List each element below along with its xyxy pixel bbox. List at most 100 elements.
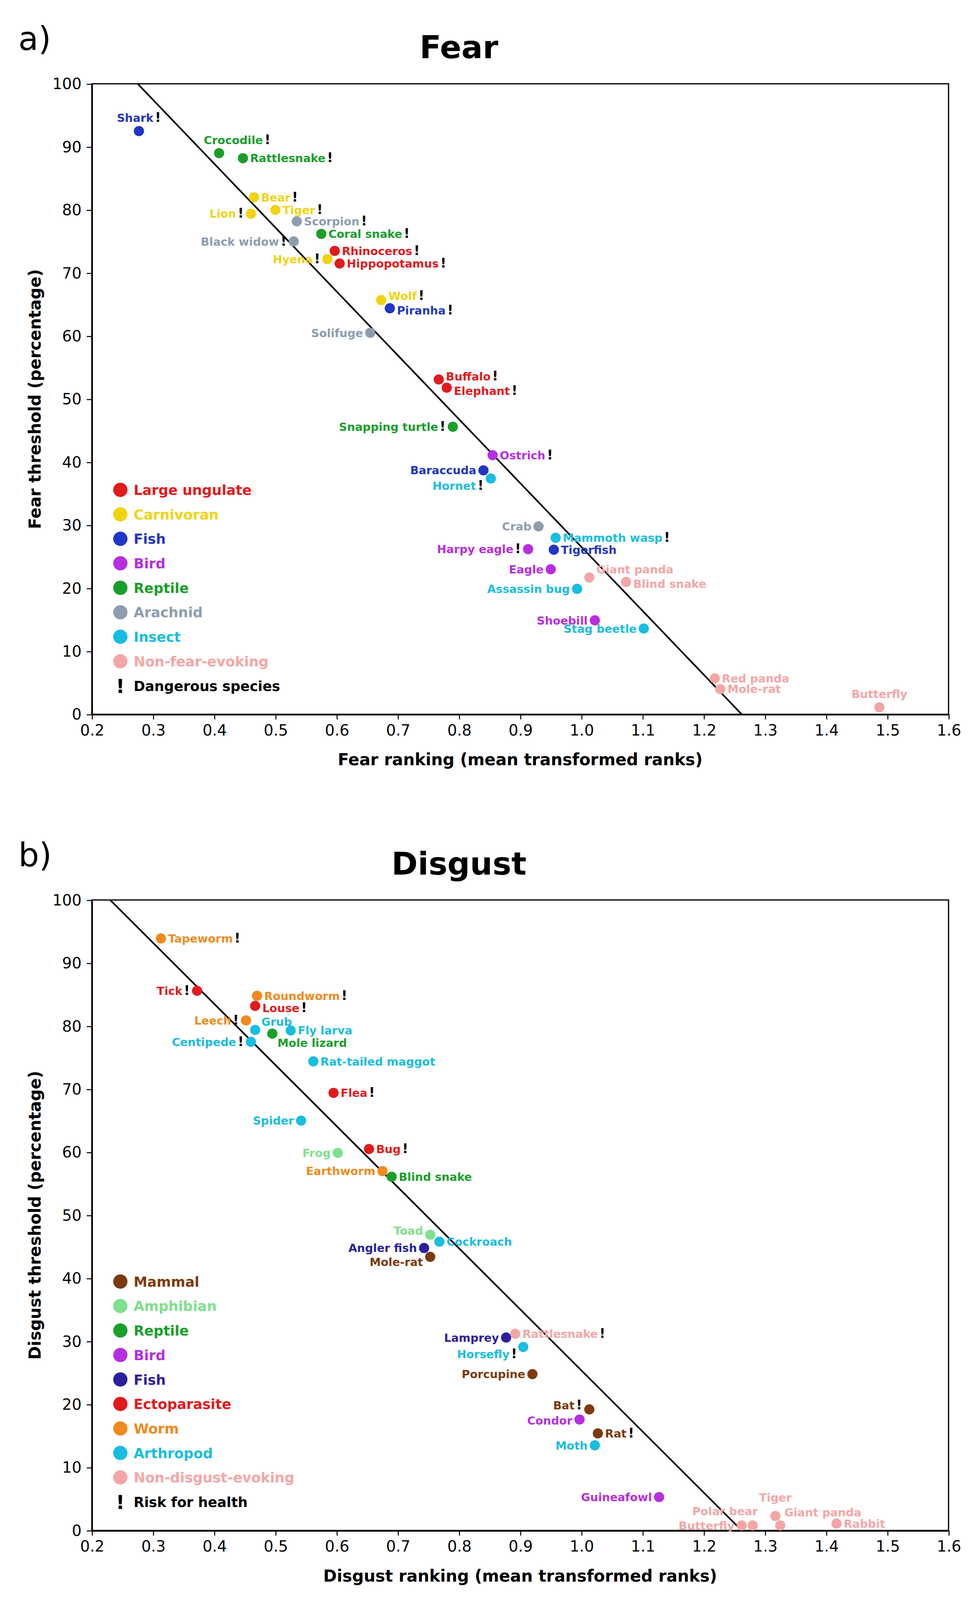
- legend-swatch: [113, 604, 128, 620]
- y-tick-label: 50: [62, 390, 82, 408]
- x-tick-label: 1.2: [691, 1537, 717, 1555]
- point: [332, 1147, 343, 1158]
- y-tick-label: 60: [62, 327, 82, 345]
- legend-swatch: [113, 482, 128, 498]
- x-tick-mark: [91, 714, 93, 720]
- point: [308, 1055, 319, 1067]
- point: [775, 1519, 786, 1531]
- point-label-name: Cockroach: [446, 1234, 512, 1249]
- point: [874, 702, 885, 713]
- point-label: Tapeworm!: [167, 929, 241, 946]
- point-label-flag: !: [477, 477, 484, 493]
- point-label: Lion!: [209, 205, 244, 221]
- point: [501, 1332, 512, 1343]
- point: [550, 532, 561, 543]
- point-label-name: Moth: [555, 1438, 588, 1452]
- legend-swatch: [113, 506, 128, 522]
- x-tick: 1.2: [691, 714, 717, 739]
- y-tick-mark: [86, 461, 92, 464]
- point-label-flag: !: [511, 382, 518, 398]
- point-label: Ostrich!: [499, 446, 553, 463]
- y-tick-label: 60: [62, 1143, 82, 1161]
- x-tick: 1.1: [631, 1530, 656, 1555]
- point-label-name: Angler fish: [348, 1241, 418, 1255]
- x-tick-mark: [948, 714, 950, 720]
- point: [291, 215, 302, 227]
- point-label: Wolf!: [388, 287, 425, 304]
- point: [831, 1517, 842, 1529]
- point-label: Baraccuda: [410, 463, 477, 477]
- y-tick: 30: [62, 516, 92, 534]
- x-tick-mark: [214, 714, 216, 720]
- point-label: Horsefly!: [456, 1345, 518, 1361]
- x-tick-label: 0.4: [202, 1537, 227, 1555]
- x-tick-mark: [275, 1530, 277, 1536]
- point-label-name: Crab: [502, 519, 532, 534]
- x-tick: 1.6: [936, 1530, 962, 1555]
- point: [240, 1014, 252, 1026]
- y-tick: 80: [62, 201, 92, 219]
- x-tick-label: 1.5: [875, 721, 900, 739]
- point-label-name: Black widow: [200, 235, 279, 249]
- plot-frame: [91, 83, 949, 715]
- point: [245, 208, 256, 219]
- y-tick: 20: [62, 579, 92, 598]
- x-tick-label: 0.8: [447, 1537, 472, 1555]
- legend-swatch: [113, 1371, 128, 1387]
- y-tick-mark: [86, 714, 92, 716]
- point: [425, 1229, 436, 1240]
- legend-swatch: [113, 629, 128, 644]
- y-tick-mark: [86, 146, 92, 149]
- point-label: Rat!: [604, 1424, 635, 1441]
- x-tick-mark: [948, 1530, 950, 1536]
- point-label: Angler fish: [348, 1241, 418, 1255]
- point-label-name: Mole lizard: [277, 1036, 347, 1050]
- point: [192, 985, 203, 996]
- point: [214, 148, 225, 159]
- point-label: Fly larva: [297, 1023, 353, 1038]
- point-label-name: Piranha: [396, 303, 446, 318]
- x-tick: 0.6: [324, 714, 350, 739]
- point-label-flag: !: [413, 242, 420, 259]
- x-tick-label: 0.7: [386, 1537, 411, 1555]
- x-tick: 1.1: [631, 714, 656, 739]
- point-label-name: Tigerfish: [560, 543, 617, 557]
- y-tick-label: 10: [62, 642, 82, 660]
- y-tick-label: 90: [62, 138, 82, 156]
- title: Fear: [419, 28, 499, 66]
- y-tick-mark: [86, 1088, 92, 1090]
- x-tick-label: 0.9: [508, 1537, 533, 1555]
- point: [363, 1143, 375, 1154]
- y-tick: 70: [62, 264, 92, 282]
- point-label: Leech!: [194, 1011, 239, 1028]
- y-tick: 50: [62, 390, 92, 408]
- x-tick-mark: [91, 1530, 93, 1536]
- point: [510, 1328, 521, 1339]
- series-points: [574, 1414, 665, 1502]
- point-label-flag: !: [599, 1325, 606, 1341]
- point: [155, 932, 166, 944]
- point-label: Blind snake: [398, 1169, 472, 1184]
- point-label-flag: !: [492, 367, 498, 384]
- y-tick: 100: [52, 74, 92, 93]
- point: [376, 294, 387, 305]
- x-tick-label: 1.3: [753, 721, 778, 739]
- y-tick-mark: [86, 399, 92, 401]
- y-tick-mark: [86, 1214, 92, 1217]
- y-tick: 20: [62, 1395, 92, 1413]
- x-tick: 0.5: [263, 714, 288, 739]
- x-tick-label: 0.3: [141, 721, 166, 739]
- y-tick: 80: [62, 1017, 92, 1035]
- point-label-flag: !: [314, 250, 321, 267]
- legend-note-symbol: !: [115, 1490, 125, 1514]
- point-label: Black widow!: [200, 233, 287, 249]
- legend-swatch: [113, 556, 128, 571]
- point-label: Grub: [261, 1014, 293, 1029]
- legend-label: Amphibian: [133, 1297, 217, 1314]
- point-label: Crab: [502, 519, 532, 534]
- x-tick: 1.2: [691, 1530, 717, 1555]
- x-tick: 1.6: [936, 714, 962, 739]
- point: [620, 576, 632, 587]
- fit-line: [137, 83, 742, 715]
- x-tick: 0.9: [508, 714, 533, 739]
